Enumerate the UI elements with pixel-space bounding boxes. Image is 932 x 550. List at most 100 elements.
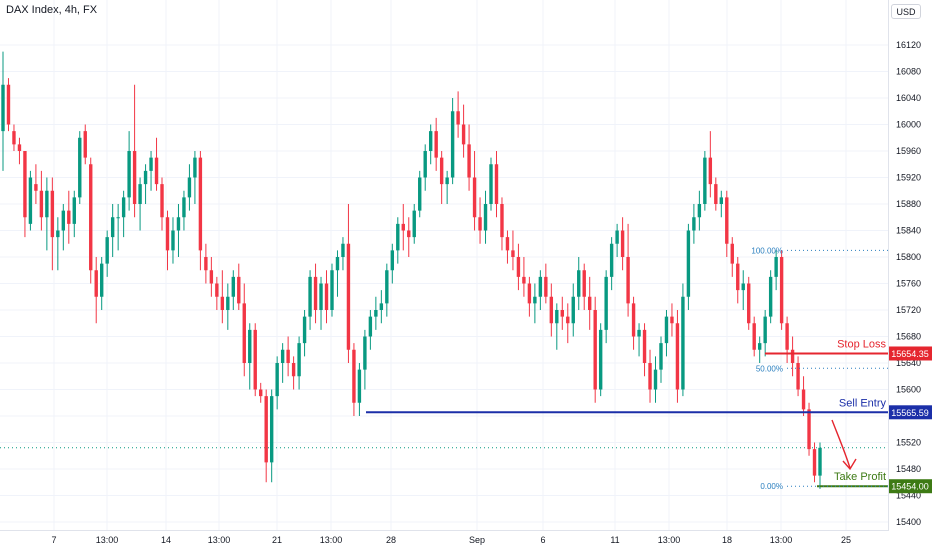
candle [67, 190, 71, 244]
candle-body [522, 276, 526, 284]
y-tick-label: 16000 [896, 120, 921, 130]
candle [620, 217, 625, 271]
candle-body [807, 409, 811, 450]
candle [637, 323, 641, 357]
candle-body [264, 396, 268, 463]
candle-body [269, 396, 274, 463]
candle-body [83, 131, 87, 158]
candle [752, 316, 756, 357]
candle-body [187, 177, 192, 198]
candle-body [193, 157, 197, 178]
fibonacci-levels: 100.00% 50.00% 0.00% [751, 246, 888, 491]
candle-body [121, 197, 126, 218]
x-tick-label: 25 [841, 535, 851, 545]
candle [533, 283, 537, 324]
candle-body [472, 177, 477, 218]
candle-body [390, 250, 395, 271]
candle [341, 237, 345, 271]
candle [489, 157, 493, 211]
candle-body [341, 243, 345, 257]
candle [505, 230, 510, 264]
y-tick-label: 15760 [896, 279, 921, 289]
trade-levels[interactable]: Stop Loss Sell Entry Take Profit [366, 338, 888, 488]
y-tick-label: 15520 [896, 438, 921, 448]
candle [269, 389, 274, 483]
candle [730, 237, 734, 277]
candle-body [220, 296, 225, 310]
candle-body [297, 343, 301, 377]
candle-body [763, 316, 767, 344]
candle [165, 210, 170, 271]
candle [768, 270, 773, 324]
candle-body [757, 343, 762, 350]
candle-body [215, 283, 219, 297]
candle [335, 250, 340, 297]
currency-button[interactable]: USD [891, 4, 921, 19]
price-axis[interactable]: 1540015440154801552015560156001564015680… [896, 40, 921, 527]
fib-label: 0.00% [760, 482, 783, 491]
candle-body [56, 230, 60, 238]
candle [757, 336, 762, 363]
candle-body [445, 177, 449, 185]
candle-body [582, 270, 586, 297]
candle [242, 283, 246, 377]
candle [692, 204, 696, 244]
candle [648, 349, 652, 403]
candle-body [132, 151, 137, 204]
candle-body [12, 131, 16, 145]
y-tick-label: 15440 [896, 491, 921, 501]
candle-body [593, 310, 597, 390]
candle [23, 151, 27, 238]
candle-body [226, 296, 230, 310]
candle-body [511, 250, 515, 257]
candle-body [368, 316, 373, 337]
candle-body [204, 257, 208, 271]
candle [116, 204, 120, 251]
candle-body [412, 210, 416, 238]
candle [39, 170, 44, 231]
candle [412, 204, 416, 244]
candle [812, 442, 817, 483]
candle [385, 263, 389, 317]
candle [708, 131, 713, 198]
candle [34, 164, 38, 204]
candle-body [489, 164, 493, 204]
candle-body [407, 230, 411, 238]
time-axis[interactable]: 7 13:00 14 13:00 21 13:00 28 Sep 6 11 13:00 18 13:00… [51, 535, 851, 545]
projection-arrowhead [842, 458, 857, 471]
candle-body [598, 329, 603, 390]
candle-body [291, 363, 296, 377]
candle [450, 98, 455, 185]
candle-body [675, 323, 680, 390]
candle [664, 310, 669, 357]
candle [220, 270, 225, 324]
candle [297, 336, 301, 390]
candle-body [275, 363, 279, 397]
candle [61, 204, 66, 251]
y-tick-label: 15640 [896, 358, 921, 368]
candle [555, 303, 559, 350]
candle-body [237, 276, 241, 304]
candle [681, 283, 685, 397]
candle-body [461, 124, 466, 145]
candle-body [703, 157, 707, 204]
candle [401, 204, 405, 251]
y-tick-label: 15800 [896, 252, 921, 262]
candle-body [752, 323, 756, 350]
candle-body [346, 243, 351, 350]
candle-body [681, 296, 685, 390]
candle-body [379, 303, 384, 310]
candle-body [143, 170, 148, 185]
candle-body [45, 190, 49, 218]
candle [72, 190, 76, 238]
candle-body [686, 230, 691, 297]
candle [352, 343, 356, 416]
candle-body [50, 190, 55, 238]
candle-body [577, 270, 581, 297]
x-tick-label: 11 [610, 535, 619, 545]
candle [626, 223, 630, 317]
candle-body [198, 157, 203, 251]
candle-body [105, 237, 109, 264]
candle-body [500, 204, 504, 238]
